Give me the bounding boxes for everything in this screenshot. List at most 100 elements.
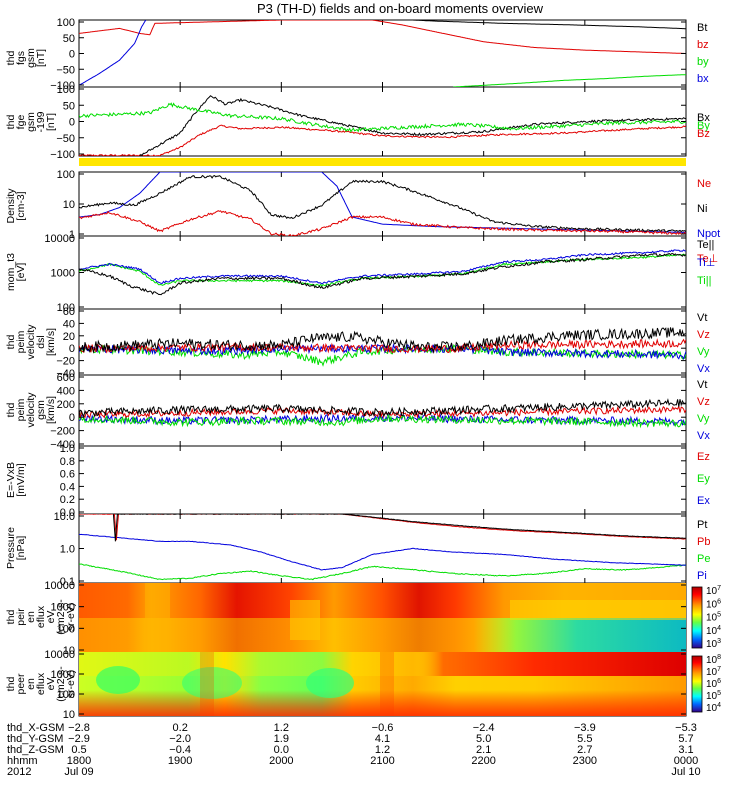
y-axis-label: Pressure [5, 527, 17, 569]
y-axis-label: [eV] [15, 263, 27, 282]
y-tick-label: −50 [56, 133, 75, 145]
series-pressure-Pi [79, 533, 686, 571]
y-axis-label: -199 [35, 111, 47, 132]
y-axis-label: eV [45, 611, 57, 624]
y-axis-label: en [25, 611, 37, 623]
y-axis-label: eV [45, 678, 57, 691]
y-axis-label: fgs [15, 51, 27, 65]
y-tick-label: 0 [69, 49, 75, 61]
series-fgs-by [453, 74, 686, 87]
x-axis-value: 2.7 [577, 744, 592, 756]
legend-entry: Ez [697, 451, 710, 463]
y-axis-label: eflux [35, 672, 47, 695]
y-axis-label: Density [5, 188, 17, 224]
legend-entry: Ni [697, 203, 707, 215]
y-axis-label: gsm [35, 400, 47, 420]
legend-entry: Ti|| [697, 275, 711, 287]
axes-labels: 100500−50−100thdfgsgsm[nT]100500−50−100t… [5, 17, 721, 721]
y-axis-label: [nT] [45, 113, 57, 131]
colorbar-label: 107 [706, 666, 721, 678]
x-axis-value: 0000 [674, 755, 698, 767]
legend-entry: Vz [697, 396, 710, 408]
x-axis-value: −5.3 [675, 722, 697, 734]
y-axis-label: thd [5, 335, 17, 350]
y-tick-label: 0.8 [60, 456, 75, 468]
y-tick-label: 0.6 [60, 469, 75, 481]
y-axis-label: mom_t3 [5, 253, 17, 291]
x-axis-value: 3.1 [678, 744, 693, 756]
y-axis-label: peer [15, 673, 27, 695]
y-axis-label: velocity [25, 392, 37, 428]
x-axis-value: 2.1 [476, 744, 491, 756]
y-axis-label: thd [5, 677, 17, 692]
series-peim_vel_dsl-Vz [79, 338, 686, 354]
y-axis-label: eflux [35, 605, 47, 628]
y-tick-label: 100 [57, 17, 75, 29]
y-tick-label: 100 [57, 169, 75, 181]
colorbar-label: 103 [706, 638, 721, 650]
y-tick-label: −200 [50, 426, 75, 438]
y-tick-label: 100 [57, 302, 75, 314]
y-tick-label: 600 [57, 372, 75, 384]
y-tick-label: 0.1 [60, 576, 75, 588]
y-tick-label: 1000 [51, 268, 75, 280]
series-peim_vel_gsm-Vy [79, 413, 686, 429]
y-tick-label: −40 [56, 368, 75, 380]
colorbar-label: 106 [706, 678, 721, 690]
y-tick-label: 200 [57, 399, 75, 411]
colorbar-label: 108 [706, 654, 721, 666]
line-plots [79, 20, 686, 581]
colorbar-label: 106 [706, 598, 721, 610]
y-tick-label: 1000 [51, 669, 75, 681]
y-axis-label: thd [5, 403, 17, 418]
y-tick-label: −100 [50, 149, 75, 161]
x-row-label: 2012 [7, 766, 31, 778]
colorbar-label: 105 [706, 612, 721, 624]
y-axis-label: [mV/m] [15, 463, 27, 496]
y-tick-label: 10 [63, 709, 75, 721]
x-axis-value: Jul 10 [671, 766, 700, 778]
x-axis-value: −2.0 [169, 733, 191, 745]
panel-frame-fgs [78, 19, 687, 88]
series-density-Ni [79, 174, 686, 233]
y-axis-label: peim [15, 398, 27, 421]
x-axis-value: 1800 [67, 755, 91, 767]
legend-entry: Pb [697, 536, 710, 548]
y-axis-label: peir [15, 608, 27, 626]
y-axis-label: [km/s] [45, 328, 57, 356]
y-axis-label: thd [5, 610, 17, 625]
x-axis-value: −2.9 [68, 733, 90, 745]
y-axis-label: thd [5, 115, 17, 130]
x-axis-value: 2300 [573, 755, 597, 767]
legend-entry: Ti⊥ [697, 257, 715, 269]
legend-entry: Bx [697, 112, 710, 124]
series-pressure-Pb [79, 514, 686, 541]
y-tick-label: −20 [56, 356, 75, 368]
heatmap-peer [79, 652, 686, 716]
y-axis-label: [km/s] [45, 396, 57, 424]
series-fge-By [79, 102, 686, 133]
y-axis-label: peim [15, 330, 27, 353]
series-fge-Bz [79, 124, 686, 156]
y-tick-label: 10.0 [54, 511, 75, 523]
y-tick-label: 1.0 [60, 443, 75, 455]
series-density-Ne [79, 210, 686, 236]
y-axis-label: [cm-3] [15, 191, 27, 220]
series-fgs-Bt [321, 20, 686, 30]
legend-entry: Npot [697, 228, 720, 240]
legend-entry: Vx [697, 430, 710, 442]
y-tick-label: 100 [57, 623, 75, 635]
legend-entry: Vt [697, 312, 707, 324]
legend-entry: by [697, 56, 709, 68]
legend-entry: Vy [697, 346, 710, 358]
y-tick-label: 0.4 [60, 481, 75, 493]
series-mom_temp-Te|| [79, 252, 686, 296]
legend-entry: Te|| [697, 239, 714, 251]
legend-entry: Vx [697, 363, 710, 375]
legend-entry: Vy [697, 413, 710, 425]
x-axis-value: 1.2 [375, 744, 390, 756]
y-axis-label: dsl [35, 335, 47, 348]
x-axis-value: 0.5 [71, 744, 86, 756]
legend-entry: Te⊥ [697, 253, 718, 265]
